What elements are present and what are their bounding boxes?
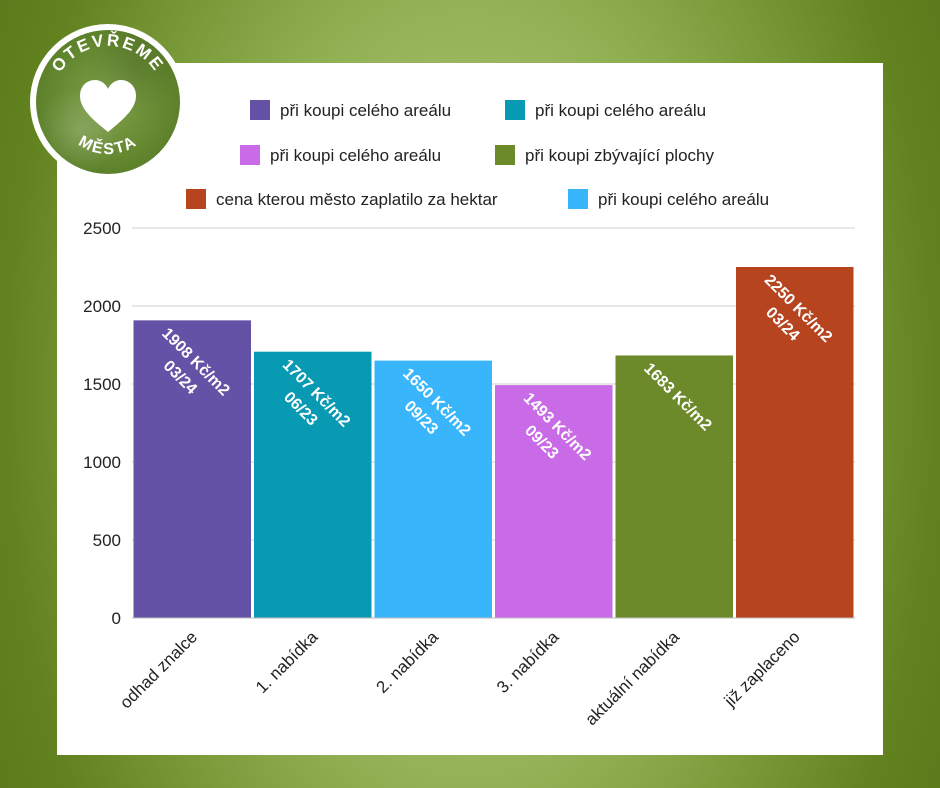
chart-legend: při koupi celého areálu při koupi celého … bbox=[186, 100, 769, 209]
bar bbox=[495, 385, 613, 618]
bar-chart: při koupi celého areálu při koupi celého … bbox=[83, 100, 855, 729]
chart-bars: 1908 Kč/m203/24 1707 Kč/m206/23 1650 Kč/m2… bbox=[133, 267, 854, 618]
legend-label: při koupi celého areálu bbox=[270, 146, 441, 165]
legend-swatch bbox=[186, 189, 206, 209]
x-category-label: 2. nabídka bbox=[372, 627, 442, 697]
bar bbox=[615, 355, 733, 618]
badge-top-text: OTEVŘEME bbox=[48, 31, 168, 76]
legend-label: při koupi zbývající plochy bbox=[525, 146, 714, 165]
y-tick-label: 500 bbox=[93, 531, 121, 550]
x-axis: odhad znalce 1. nabídka 2. nabídka 3. nabíd… bbox=[116, 617, 855, 729]
badge-bottom-text: MĚSTA bbox=[76, 133, 141, 158]
heart-icon bbox=[80, 80, 136, 132]
y-tick-label: 1000 bbox=[83, 453, 121, 472]
badge-artwork: OTEVŘEME MĚSTA bbox=[48, 31, 168, 159]
y-axis: 0 500 1000 1500 2000 2500 bbox=[83, 219, 121, 628]
y-tick-label: 1500 bbox=[83, 375, 121, 394]
legend-label: při koupi celého areálu bbox=[280, 101, 451, 120]
chart-card: při koupi celého areálu při koupi celého … bbox=[57, 63, 883, 755]
x-category-label: již zaplaceno bbox=[720, 627, 804, 711]
y-tick-label: 2000 bbox=[83, 297, 121, 316]
bar bbox=[254, 351, 372, 618]
x-category-label: 3. nabídka bbox=[493, 627, 563, 697]
legend-label: cena kterou město zaplatilo za hektar bbox=[216, 190, 498, 209]
legend-swatch bbox=[240, 145, 260, 165]
y-tick-label: 0 bbox=[112, 609, 121, 628]
y-tick-label: 2500 bbox=[83, 219, 121, 238]
legend-swatch bbox=[495, 145, 515, 165]
bar bbox=[133, 320, 251, 618]
legend-swatch bbox=[568, 189, 588, 209]
bar bbox=[736, 267, 854, 618]
x-category-label: 1. nabídka bbox=[252, 627, 322, 697]
legend-label: při koupi celého areálu bbox=[535, 101, 706, 120]
x-category-label: aktuální nabídka bbox=[581, 627, 683, 729]
legend-label: při koupi celého areálu bbox=[598, 190, 769, 209]
legend-swatch bbox=[250, 100, 270, 120]
legend-swatch bbox=[505, 100, 525, 120]
x-category-label: odhad znalce bbox=[116, 627, 201, 712]
otevreme-mesta-badge: OTEVŘEME MĚSTA bbox=[30, 24, 186, 180]
bar bbox=[374, 360, 492, 618]
